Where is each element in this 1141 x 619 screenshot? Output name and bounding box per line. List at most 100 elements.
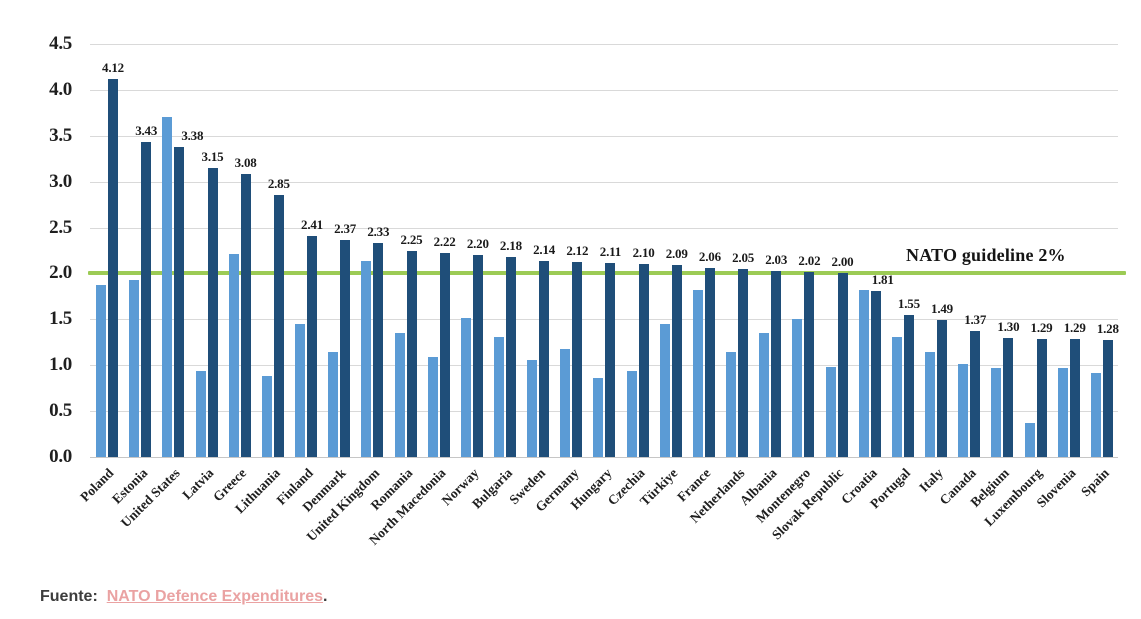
bar-value-label: 2.12 — [566, 243, 589, 259]
bar-dark — [1069, 338, 1080, 457]
bar-dark — [937, 320, 947, 457]
x-axis-label: Spain — [1077, 465, 1112, 500]
bar-dark — [804, 271, 815, 457]
bar-dark — [572, 262, 583, 457]
y-axis-tick: 2.0 — [49, 262, 72, 284]
gridline — [90, 135, 1118, 137]
bar-light — [659, 323, 670, 457]
bar-light — [858, 290, 869, 457]
bar-light — [991, 368, 1002, 457]
bar-light — [560, 348, 571, 457]
bar-value-label: 2.18 — [499, 237, 522, 253]
bar-light — [626, 370, 637, 457]
y-axis-tick: 4.5 — [49, 33, 72, 55]
bar-light — [361, 260, 372, 457]
bar-dark — [273, 195, 284, 457]
gridline — [90, 181, 1118, 183]
bar-light — [394, 333, 405, 457]
source-link[interactable]: NATO Defence Expenditures — [106, 588, 324, 605]
bar-dark — [903, 314, 914, 457]
y-axis-tick: 3.5 — [49, 124, 72, 146]
bar-dark — [539, 260, 550, 457]
bar-light — [1090, 372, 1101, 457]
bar-value-label: 3.08 — [234, 155, 257, 171]
bar-dark — [108, 78, 118, 457]
bar-light — [96, 284, 106, 457]
bar-dark — [1102, 339, 1113, 457]
bar-value-label: 2.06 — [698, 248, 721, 264]
y-axis-tick: 3.0 — [49, 170, 72, 192]
bar-value-label: 1.49 — [931, 301, 953, 317]
bar-dark — [671, 265, 682, 457]
bar-value-label: 2.22 — [433, 234, 456, 250]
bar-light — [1057, 368, 1068, 457]
bar-value-label: 1.29 — [1063, 319, 1086, 335]
bar-dark — [141, 142, 152, 457]
source-prefix: Fuente: — [40, 588, 98, 605]
y-axis-tick: 4.0 — [49, 79, 72, 101]
bar-value-label: 2.25 — [400, 231, 423, 247]
bar-value-label: 1.30 — [997, 318, 1020, 334]
bar-dark — [1003, 337, 1014, 457]
bar-light — [925, 352, 935, 457]
gridline — [90, 227, 1118, 229]
y-axis-tick: 0.5 — [49, 400, 72, 422]
bar-dark — [174, 146, 185, 457]
bar-light — [891, 336, 902, 457]
bar-dark — [207, 167, 218, 457]
bar-light — [261, 376, 272, 457]
bar-light — [328, 351, 339, 457]
bar-light — [427, 357, 438, 457]
nato-guideline-label: NATO guideline 2% — [906, 245, 1066, 265]
bar-light — [295, 323, 305, 457]
bar-dark — [605, 263, 616, 457]
bar-value-label: 2.00 — [831, 254, 854, 270]
bar-value-label: 2.85 — [267, 176, 290, 192]
bar-value-label: 2.10 — [632, 245, 655, 261]
bar-value-label: 3.38 — [181, 127, 204, 143]
bar-value-label: 3.15 — [201, 148, 224, 164]
y-axis-tick: 2.5 — [49, 216, 72, 238]
bar-dark — [738, 268, 749, 457]
bar-value-label: 2.11 — [599, 244, 622, 260]
bar-dark — [505, 256, 516, 457]
gridline — [90, 319, 1118, 321]
source-period: . — [323, 588, 328, 605]
bar-light — [460, 317, 471, 457]
bar-dark — [870, 290, 881, 457]
bar-light — [228, 254, 239, 457]
bar-dark — [373, 243, 384, 457]
source-note: Fuente: NATO Defence Expenditures. — [40, 588, 328, 606]
bar-value-label: 2.14 — [533, 241, 556, 257]
bar-light — [493, 336, 504, 457]
bar-dark — [837, 273, 848, 457]
bar-light — [825, 367, 836, 457]
gridline — [90, 44, 1118, 45]
bar-dark — [638, 264, 649, 457]
bar-value-label: 2.02 — [798, 252, 821, 268]
y-axis-tick: 1.5 — [49, 308, 72, 330]
bar-dark — [704, 267, 715, 457]
bar-value-label: 1.29 — [1030, 319, 1053, 335]
gridline — [90, 365, 1118, 367]
x-axis-line — [90, 457, 1118, 458]
bar-light — [726, 351, 737, 457]
bar-value-label: 1.55 — [897, 295, 920, 311]
x-axis-label: Latvia — [179, 465, 217, 503]
bar-light — [759, 333, 770, 457]
bar-value-label: 2.37 — [334, 220, 357, 236]
bar-light — [792, 319, 803, 457]
bar-light — [593, 378, 604, 457]
bar-light — [162, 116, 173, 457]
bar-value-label: 2.20 — [466, 236, 489, 252]
bar-value-label: 2.33 — [367, 224, 390, 240]
bar-dark — [970, 331, 981, 457]
bar-light — [527, 359, 538, 457]
bar-value-label: 2.41 — [301, 216, 323, 232]
bar-dark — [1036, 338, 1047, 457]
y-axis-tick: 0.0 — [49, 446, 72, 468]
bar-value-label: 1.81 — [871, 271, 894, 287]
bar-value-label: 2.09 — [665, 246, 688, 262]
bar-value-label: 3.43 — [135, 123, 158, 139]
